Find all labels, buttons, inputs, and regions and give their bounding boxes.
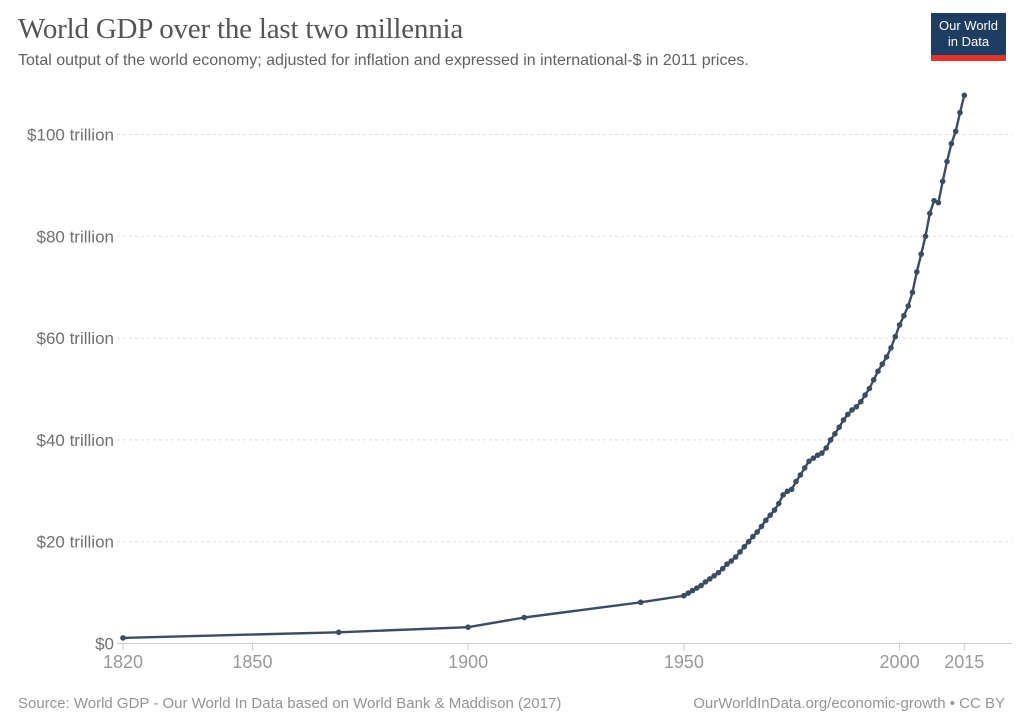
data-point[interactable]: [685, 590, 691, 596]
data-point[interactable]: [836, 424, 842, 431]
data-point[interactable]: [918, 251, 924, 257]
x-axis-label: 1820: [103, 652, 143, 672]
data-point[interactable]: [827, 437, 834, 443]
data-point[interactable]: [637, 599, 644, 606]
data-point[interactable]: [927, 210, 933, 217]
data-point[interactable]: [771, 507, 778, 513]
data-point[interactable]: [901, 312, 907, 319]
data-point[interactable]: [741, 544, 748, 550]
data-point[interactable]: [832, 431, 838, 437]
data-point[interactable]: [763, 517, 769, 524]
x-axis-label: 2000: [880, 652, 920, 672]
data-point[interactable]: [870, 377, 877, 383]
data-point[interactable]: [935, 199, 942, 206]
data-point[interactable]: [776, 500, 782, 507]
data-point[interactable]: [948, 140, 955, 147]
data-point[interactable]: [728, 558, 735, 564]
data-point[interactable]: [896, 322, 903, 328]
data-point[interactable]: [879, 361, 886, 367]
owid-logo-line1: Our World: [939, 18, 998, 33]
x-axis-label: 1950: [664, 652, 704, 672]
data-point[interactable]: [845, 411, 851, 418]
data-point[interactable]: [521, 614, 527, 621]
data-point[interactable]: [814, 452, 821, 459]
x-axis-label: 1900: [448, 652, 488, 672]
data-point[interactable]: [806, 458, 812, 465]
y-axis-label: $40 trillion: [37, 431, 115, 450]
data-point[interactable]: [707, 576, 713, 582]
data-point[interactable]: [737, 549, 743, 555]
data-point[interactable]: [681, 592, 687, 599]
data-point[interactable]: [702, 579, 709, 585]
data-point[interactable]: [758, 523, 765, 530]
data-point[interactable]: [853, 404, 860, 410]
data-point[interactable]: [823, 445, 829, 451]
data-point[interactable]: [711, 573, 717, 579]
data-point[interactable]: [788, 486, 795, 493]
x-axis-label: 1850: [232, 652, 272, 672]
data-point[interactable]: [120, 635, 126, 641]
data-point[interactable]: [754, 529, 760, 535]
data-point[interactable]: [849, 407, 855, 413]
data-point[interactable]: [819, 450, 825, 456]
data-point[interactable]: [694, 585, 700, 591]
data-point[interactable]: [698, 582, 704, 589]
data-point[interactable]: [724, 561, 730, 567]
data-point[interactable]: [888, 345, 894, 351]
data-point[interactable]: [784, 488, 791, 495]
data-point[interactable]: [883, 354, 890, 360]
data-point[interactable]: [944, 158, 950, 165]
y-axis-label: $60 trillion: [37, 329, 115, 348]
data-point[interactable]: [875, 368, 881, 375]
data-point[interactable]: [335, 629, 342, 636]
data-point[interactable]: [732, 554, 739, 560]
y-axis-label: $80 trillion: [37, 227, 115, 246]
data-point[interactable]: [892, 333, 899, 340]
data-point[interactable]: [952, 128, 959, 135]
data-point[interactable]: [793, 478, 799, 485]
data-point[interactable]: [909, 289, 916, 296]
data-point[interactable]: [767, 512, 773, 518]
data-point[interactable]: [931, 197, 937, 204]
page-title: World GDP over the last two millennia: [18, 13, 464, 45]
data-point[interactable]: [922, 233, 929, 240]
data-point[interactable]: [745, 538, 752, 545]
source-note: Source: World GDP - Our World In Data ba…: [18, 695, 562, 712]
x-axis-label: 2015: [944, 652, 984, 672]
y-axis-label: $20 trillion: [37, 533, 115, 552]
y-axis-label: $0: [95, 635, 114, 654]
footer-separator-dot: •: [949, 695, 955, 712]
data-point[interactable]: [914, 269, 920, 275]
page-subtitle: Total output of the world economy; adjus…: [18, 52, 749, 69]
data-point[interactable]: [689, 587, 696, 594]
owid-logo[interactable]: Our World in Data: [931, 13, 1006, 61]
data-point[interactable]: [801, 465, 808, 471]
data-point[interactable]: [719, 565, 726, 572]
data-point[interactable]: [858, 398, 864, 405]
data-point[interactable]: [957, 109, 963, 116]
data-point[interactable]: [750, 533, 756, 540]
data-point[interactable]: [862, 392, 868, 398]
data-point[interactable]: [780, 492, 786, 498]
data-point[interactable]: [797, 472, 804, 478]
owid-url-link[interactable]: OurWorldInData.org/economic-growth: [693, 695, 946, 712]
license-label: CC BY: [959, 695, 1005, 712]
footer-right: OurWorldInData.org/economic-growth • CC …: [693, 695, 1005, 712]
data-point[interactable]: [961, 92, 968, 99]
data-point[interactable]: [840, 417, 847, 423]
data-point[interactable]: [939, 178, 946, 185]
owid-logo-line2: in Data: [947, 34, 990, 50]
data-point[interactable]: [810, 455, 817, 462]
data-point[interactable]: [905, 303, 911, 309]
data-point[interactable]: [866, 385, 873, 392]
gdp-line[interactable]: [121, 94, 966, 640]
data-point[interactable]: [465, 624, 471, 630]
y-axis-label: $100 trillion: [27, 126, 114, 145]
data-point[interactable]: [715, 569, 722, 576]
